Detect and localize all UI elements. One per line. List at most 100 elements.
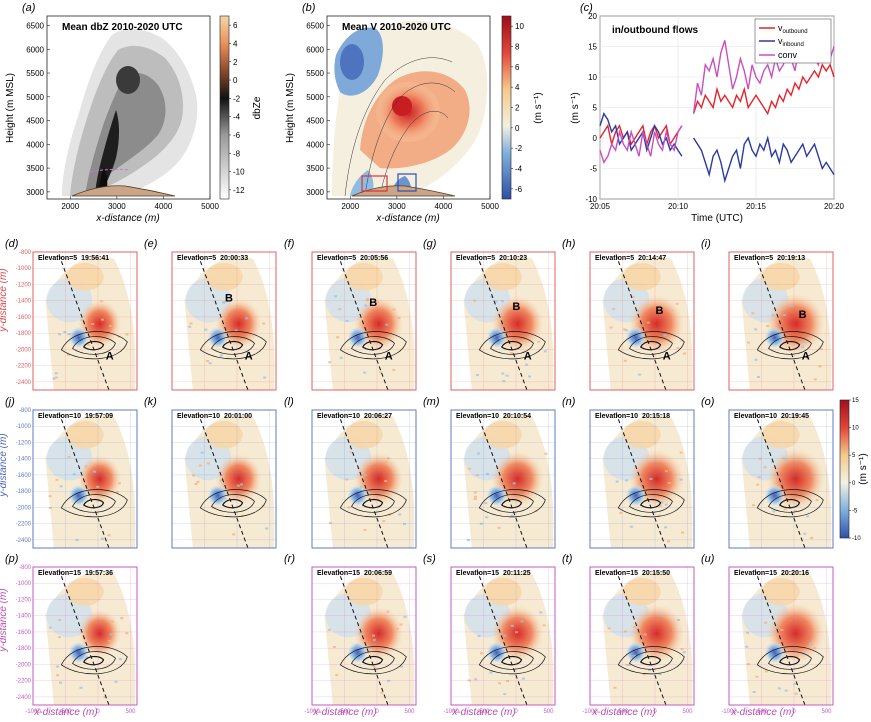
ppi-pixel: [754, 328, 758, 331]
ppi-pixel: [515, 631, 519, 634]
colorbar-tick-label: -4: [515, 165, 523, 174]
ppi-pixel: [392, 308, 396, 311]
inbound-core: [68, 484, 90, 507]
ppi-pixel: [364, 304, 368, 307]
ppi-pixel: [384, 460, 388, 463]
ppi-pixel: [609, 326, 613, 329]
ppi-field: [729, 410, 833, 548]
reflectivity-contour: [60, 489, 128, 518]
ppi-pixel: [503, 692, 507, 695]
panel-label-g: (g): [423, 238, 437, 250]
panel-b-title: Mean V 2010-2020 UTC: [342, 22, 451, 33]
ppi-panel-p: (p) Elevation=15 19:57:36 -800 -1000 -1200 -14…: [5, 553, 138, 715]
ppi-ytick-label: -2400: [16, 538, 32, 544]
ppi-pixel: [366, 298, 370, 301]
colorbar-tick-label: -2: [233, 94, 241, 103]
ppi-pixel: [206, 360, 210, 363]
ppi-field: [451, 410, 555, 548]
ppi-pixel: [236, 484, 240, 487]
outbound-core: [77, 609, 122, 657]
ppi-colorbar-label: (m s⁻¹): [858, 453, 869, 484]
ppi-time: 20:19:13: [777, 255, 805, 262]
ppi-pixel: [783, 508, 787, 511]
inbound-core: [68, 641, 90, 664]
ppi-pixel: [245, 350, 249, 353]
colorbar-tick-label: 0: [233, 76, 238, 85]
reflectivity-contour: [211, 336, 255, 355]
ppi-pixel: [794, 692, 798, 695]
panel-label-h: (h): [562, 238, 576, 250]
ppi-pixel: [399, 623, 403, 626]
ppi-pixel: [55, 478, 59, 481]
ytick-label: 20: [588, 12, 597, 21]
ppi-elevation-prefix: Elevation=: [595, 570, 630, 577]
ppi-pixel: [623, 328, 627, 331]
xtick-label: 20:20: [824, 202, 845, 211]
ppi-pixel: [808, 642, 812, 645]
ppi-pixel: [466, 539, 470, 542]
ppi-pixel: [664, 470, 668, 473]
ppi-ytick-label: -2000: [16, 347, 32, 353]
reflectivity-contour: [617, 489, 685, 518]
ppi-time: 20:19:45: [781, 413, 809, 420]
panel-c-xlabel: Time (UTC): [691, 213, 743, 224]
ppi-elevation-value: 5: [491, 255, 495, 262]
reference-dashed-line: [615, 569, 667, 705]
ppi-ytick-label: -2200: [16, 364, 32, 370]
ppi-frame: [32, 409, 138, 549]
ppi-time: 20:06:59: [364, 570, 392, 577]
reflectivity-contour: [351, 336, 395, 355]
reflectivity-contour: [478, 646, 546, 675]
ppi-pixel: [188, 325, 192, 328]
ppi-pixel: [746, 631, 750, 634]
reflectivity-contour: [768, 336, 812, 355]
inbound-core: [207, 326, 229, 349]
ppi-xlabel-s: x-distance (m): [451, 707, 515, 717]
reflectivity-contour: [72, 651, 116, 670]
ppi-panel-l: (l) Elevation=10 20:06:27: [284, 396, 417, 549]
weak-outbound-region: [345, 421, 383, 449]
colorbar-tick-label: 0: [515, 124, 520, 133]
reflectivity-contour: [617, 646, 685, 675]
ppi-pixel: [58, 618, 62, 621]
ppi-ytick-label: -1200: [16, 282, 32, 288]
reflectivity-contour: [72, 336, 116, 355]
ppi-xtick-label: -500: [59, 709, 72, 715]
ppi-pixel: [623, 630, 627, 633]
ppi-pixel: [494, 300, 498, 303]
ppi-pixel: [501, 372, 505, 375]
ppi-pixel: [265, 527, 269, 530]
ppi-pixel: [79, 686, 83, 689]
ppi-pixel: [366, 491, 370, 494]
weak-outbound-region: [762, 421, 800, 449]
reference-dashed-line: [197, 254, 249, 390]
ppi-pixel: [114, 680, 118, 683]
ppi-pixel: [473, 491, 477, 494]
ppi-pixel: [784, 458, 788, 461]
ppi-pixel: [815, 499, 819, 502]
ppi-pixel: [86, 343, 90, 346]
ytick-label: 5000: [26, 93, 44, 102]
ppi-ytick-label: -2400: [16, 380, 32, 386]
legend-outbound-main: v: [778, 23, 783, 33]
ppi-frame: [728, 251, 834, 391]
ppi-pixel: [664, 503, 668, 506]
ppi-panel-t: (t) Elevation=15 20:15:50 -1000 -500 0 500: [562, 553, 695, 715]
ppi-field: [312, 567, 416, 705]
ppi-pixel: [663, 334, 667, 337]
reference-dashed-line: [58, 412, 110, 548]
ppi-pixel: [226, 332, 230, 335]
ppi-pixel: [607, 627, 611, 630]
ppi-xtick-label: 500: [543, 709, 554, 715]
panel-b-ticks: 2000 3000 4000 5000 3000 3500 4000 4500 5000 5500…: [306, 22, 499, 211]
ppi-pixel: [367, 645, 371, 648]
ppi-pixel: [771, 314, 775, 317]
ppi-colorbar-tick-label: 5: [852, 453, 856, 459]
ppi-pixel: [780, 629, 784, 632]
ppi-ytick-label: -1400: [16, 614, 32, 620]
reflectivity-contour: [768, 651, 812, 670]
ppi-pixel: [382, 520, 386, 523]
ppi-pixel: [336, 336, 340, 339]
ppi-ytick-label: -2200: [16, 522, 32, 528]
ppi-ytick-label: -1400: [16, 299, 32, 305]
